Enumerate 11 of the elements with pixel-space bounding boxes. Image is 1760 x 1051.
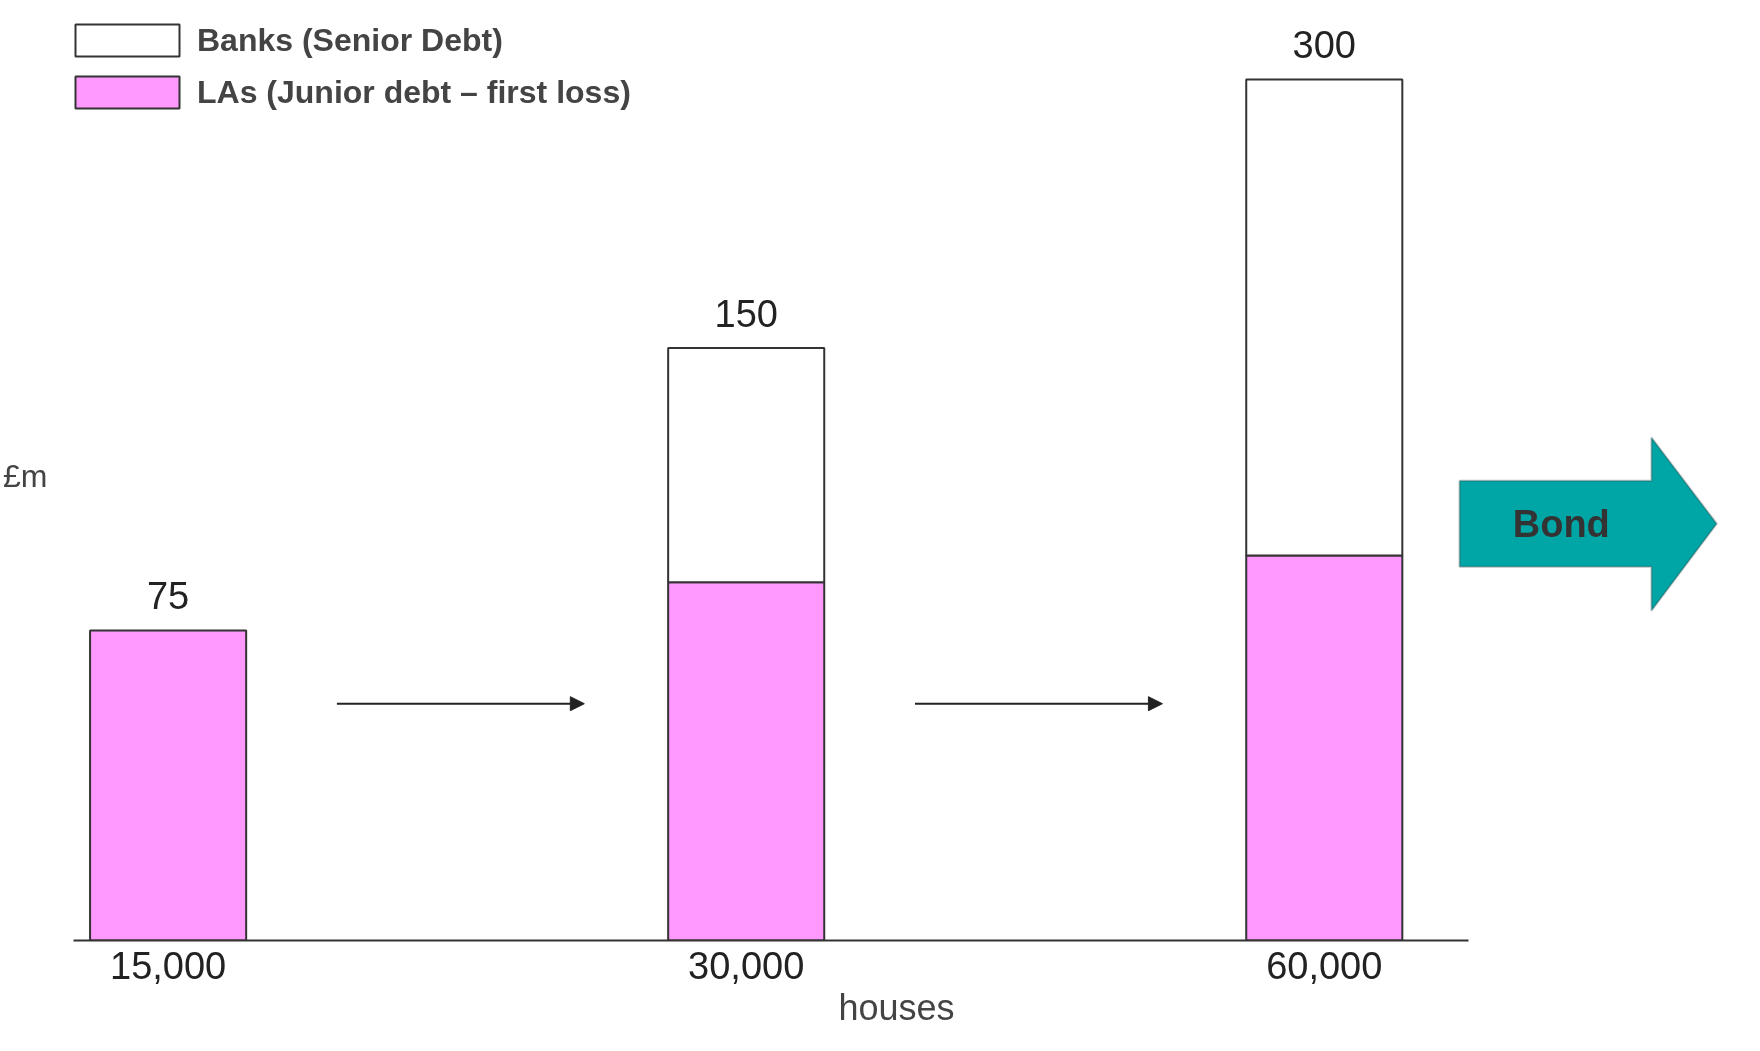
legend-label: LAs (Junior debt – first loss) <box>197 73 631 111</box>
y-axis-title: £m <box>3 457 48 494</box>
annotation: 300 <box>1292 23 1356 66</box>
legend-label: Banks (Senior Debt) <box>197 21 503 59</box>
x-tick-label: 30,000 <box>688 944 805 987</box>
x-axis-title: houses <box>838 986 955 1028</box>
annotation: 150 <box>714 292 778 335</box>
x-tick-label: 60,000 <box>1266 944 1383 987</box>
x-tick-label: 15,000 <box>110 944 227 987</box>
text: Bond <box>1512 502 1610 545</box>
annotation: 75 <box>146 574 190 617</box>
